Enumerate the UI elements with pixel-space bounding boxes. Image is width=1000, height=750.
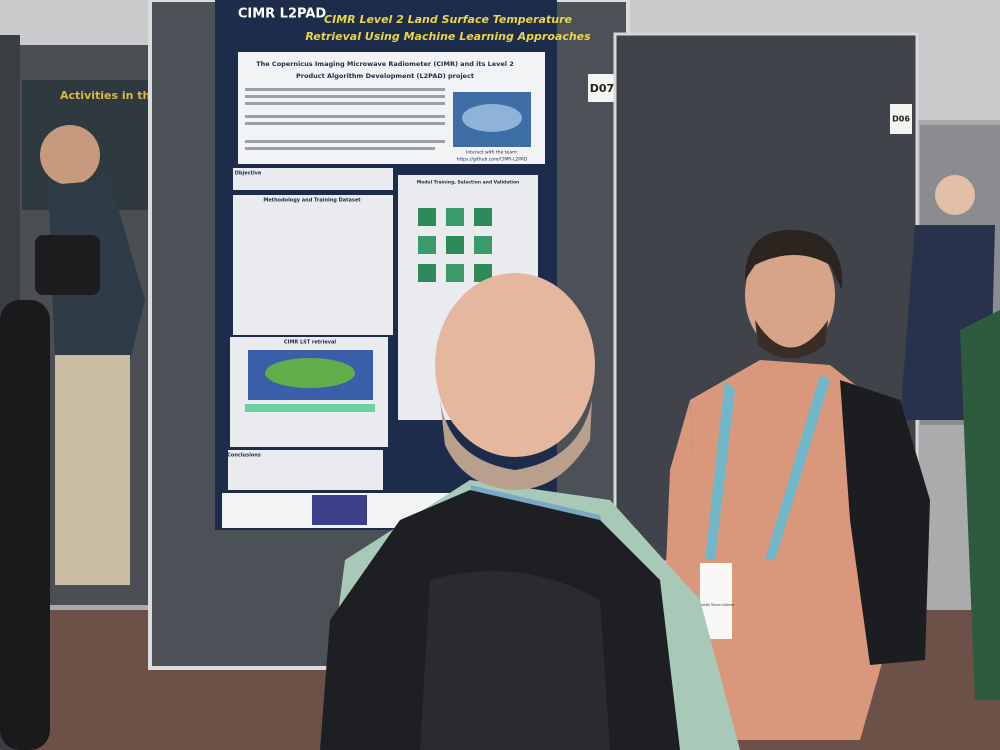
board-label	[890, 104, 912, 134]
board-label	[588, 74, 616, 102]
person-far-right	[960, 310, 1000, 700]
intro-text	[245, 88, 445, 150]
poster-subtitle: Product Algorithm Development (L2PAD) pr…	[296, 72, 474, 80]
board-label-text: D07	[590, 82, 614, 95]
board-label-text: D06	[892, 115, 910, 124]
person-left-head	[40, 125, 100, 185]
person-left-bag	[35, 235, 100, 295]
visitor-stubble	[440, 400, 592, 490]
backpack-pocket	[420, 571, 610, 750]
presenter-head	[745, 237, 835, 353]
person-far-head	[935, 175, 975, 215]
earth-image	[462, 104, 522, 132]
section-title: Model Training, Selection and Validation	[417, 180, 520, 186]
presenter-backpack	[840, 380, 930, 665]
method-panel	[233, 195, 393, 335]
presenter-arm	[665, 400, 700, 595]
poster-tube	[0, 300, 50, 750]
section-title: Objective	[235, 171, 262, 177]
visitor-head	[435, 273, 595, 457]
poster-subtitle: The Copernicus Imaging Microwave Radiome…	[256, 60, 514, 68]
person-left-trousers	[55, 355, 130, 585]
presenter-beard	[755, 320, 828, 359]
presenter-hair	[745, 229, 843, 290]
section-title: Methodology and Training Dataset	[263, 198, 361, 204]
section-title: Conclusions	[227, 453, 261, 459]
poster-title: Retrieval Using Machine Learning Approac…	[305, 30, 591, 43]
contact: https://github.com/CIMR-L2PAD	[457, 157, 528, 163]
poster-title: CIMR Level 2 Land Surface Temperature	[324, 13, 572, 26]
badge-name: Andrés Terrer-Gómez	[698, 603, 735, 607]
result-maps	[418, 208, 492, 282]
conclusions-panel	[228, 450, 383, 490]
logo	[312, 495, 367, 525]
lst-map-land	[265, 358, 355, 388]
contact: Interact with the team:	[466, 150, 518, 156]
lst-colorbar	[245, 404, 375, 412]
section-title: CIMR LST retrieval	[284, 340, 336, 346]
poster-logo: CIMR L2PAD	[238, 7, 327, 22]
objective-panel	[233, 168, 393, 190]
lanyard	[705, 375, 830, 560]
